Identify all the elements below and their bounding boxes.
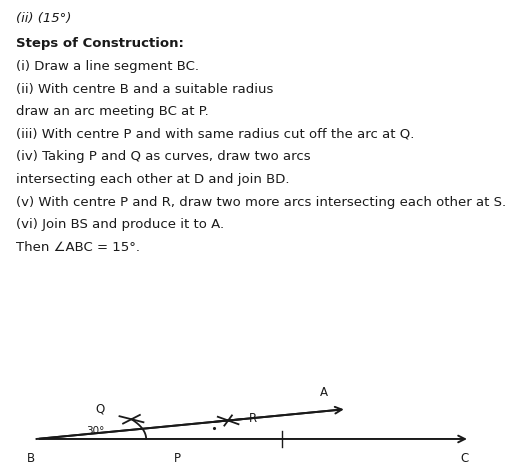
Text: (iv) Taking P and Q as curves, draw two arcs: (iv) Taking P and Q as curves, draw two … <box>16 150 310 164</box>
Text: R: R <box>249 412 257 425</box>
Text: (i) Draw a line segment BC.: (i) Draw a line segment BC. <box>16 60 199 73</box>
Text: (vi) Join BS and produce it to A.: (vi) Join BS and produce it to A. <box>16 218 224 231</box>
Text: Then ∠ABC = 15°.: Then ∠ABC = 15°. <box>16 241 140 254</box>
Text: Q: Q <box>96 402 105 415</box>
Text: P: P <box>174 452 181 465</box>
Text: (ii) With centre B and a suitable radius: (ii) With centre B and a suitable radius <box>16 83 273 96</box>
Text: B: B <box>27 452 35 465</box>
Text: (ii) (15°): (ii) (15°) <box>16 12 71 25</box>
Text: (v) With centre P and R, draw two more arcs intersecting each other at S.: (v) With centre P and R, draw two more a… <box>16 196 506 209</box>
Text: draw an arc meeting BC at P.: draw an arc meeting BC at P. <box>16 105 208 118</box>
Text: 30°: 30° <box>86 426 104 436</box>
Text: Steps of Construction:: Steps of Construction: <box>16 37 184 49</box>
Text: (iii) With centre P and with same radius cut off the arc at Q.: (iii) With centre P and with same radius… <box>16 128 414 141</box>
Text: A: A <box>319 385 327 399</box>
Text: intersecting each other at D and join BD.: intersecting each other at D and join BD… <box>16 173 289 186</box>
Text: C: C <box>460 452 469 465</box>
